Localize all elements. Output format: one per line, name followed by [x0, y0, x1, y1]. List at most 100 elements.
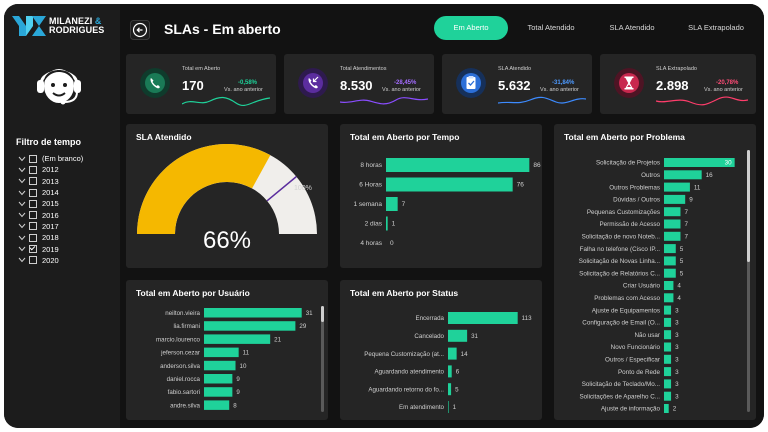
bar[interactable] — [204, 374, 233, 384]
chevron-down-icon[interactable] — [18, 222, 26, 230]
bar[interactable] — [386, 197, 398, 211]
category-label: Dúvidas / Outros — [613, 197, 660, 204]
status-panel: Total em Aberto por Status Encerrada 113 C… — [340, 280, 542, 420]
bar[interactable] — [664, 305, 672, 315]
filter-checkbox[interactable] — [29, 165, 37, 174]
category-label: Solicitação de Teclado/Mo... — [582, 381, 661, 388]
bar[interactable] — [204, 400, 230, 410]
bar[interactable] — [204, 321, 296, 331]
bar[interactable] — [664, 330, 672, 340]
bar[interactable] — [448, 329, 468, 342]
bar[interactable] — [664, 342, 672, 352]
back-arrow-icon[interactable] — [130, 20, 150, 40]
tab-em-aberto[interactable]: Em Aberto — [434, 16, 508, 40]
tab-sla-extrapolado[interactable]: SLA Extrapolado — [688, 23, 744, 32]
bar[interactable] — [664, 231, 681, 241]
bar[interactable] — [204, 334, 271, 344]
bar[interactable] — [386, 216, 388, 231]
tab-total-atendido[interactable]: Total Atendido — [527, 23, 575, 32]
chevron-down-icon[interactable] — [18, 211, 26, 219]
bar[interactable] — [664, 354, 672, 364]
bar[interactable] — [204, 387, 233, 397]
kpi-value: 8.530 — [340, 78, 373, 93]
filter-item-2018[interactable]: 2018 — [18, 232, 83, 243]
category-label: Outros Problemas — [609, 184, 660, 191]
bar[interactable] — [664, 194, 686, 204]
scrollbar-thumb[interactable] — [747, 150, 750, 262]
bar[interactable] — [448, 383, 452, 396]
category-label: Em atendimento — [399, 404, 445, 411]
bar[interactable] — [664, 317, 672, 327]
bar[interactable] — [664, 268, 676, 278]
chevron-down-icon[interactable] — [18, 245, 26, 253]
value-label: 14 — [461, 351, 468, 358]
bar[interactable] — [664, 182, 690, 192]
support-agent-avatar-icon — [37, 69, 81, 105]
filter-checkbox[interactable] — [29, 211, 37, 220]
filter-item-2019[interactable]: 2019 — [18, 243, 83, 254]
bar[interactable] — [664, 293, 674, 303]
kpi-vs: Vs. ano anterior — [382, 87, 421, 93]
bar[interactable] — [664, 219, 681, 229]
tab-sla-atendido[interactable]: SLA Atendido — [609, 23, 655, 32]
filter-checkbox[interactable] — [29, 177, 37, 186]
kpi-sparkline — [182, 96, 270, 107]
bar[interactable] — [664, 244, 676, 254]
chevron-down-icon[interactable] — [18, 177, 26, 185]
bar[interactable] — [664, 170, 702, 180]
value-label: 30 — [725, 160, 733, 167]
bar[interactable] — [664, 367, 672, 377]
bar[interactable] — [664, 404, 669, 413]
filter-checkbox[interactable] — [29, 199, 37, 208]
filter-item-2017[interactable]: 2017 — [18, 221, 83, 232]
chevron-down-icon[interactable] — [18, 234, 26, 242]
filter-checkbox[interactable] — [29, 222, 37, 231]
problema-scrollbar[interactable] — [747, 150, 750, 412]
chevron-down-icon[interactable] — [18, 189, 26, 197]
filter-item-2015[interactable]: 2015 — [18, 198, 83, 209]
filter-item-blank[interactable]: (Em branco) — [18, 153, 83, 164]
bar[interactable] — [448, 312, 518, 324]
filter-item-2013[interactable]: 2013 — [18, 176, 83, 187]
category-label: Ponto de Rede — [618, 369, 661, 376]
chevron-down-icon[interactable] — [18, 155, 26, 163]
bar[interactable] — [664, 256, 676, 266]
bar[interactable] — [664, 158, 735, 167]
filter-item-2012[interactable]: 2012 — [18, 164, 83, 175]
bar[interactable] — [664, 379, 672, 389]
value-label: 7 — [684, 209, 688, 216]
bar[interactable] — [664, 207, 681, 217]
usuario-scrollbar[interactable] — [321, 306, 324, 412]
bar[interactable] — [448, 347, 457, 360]
filter-item-2014[interactable]: 2014 — [18, 187, 83, 198]
bar[interactable] — [386, 158, 530, 172]
filter-checkbox[interactable] — [29, 233, 37, 242]
filter-checkbox[interactable] — [29, 154, 37, 163]
bar[interactable] — [448, 401, 449, 413]
bar[interactable] — [448, 365, 452, 378]
filter-checkbox[interactable] — [29, 188, 37, 197]
value-label: 9 — [236, 376, 240, 383]
category-label: anderson.silva — [160, 363, 200, 370]
usuario-bar-chart: neilton.vieira 31 lia.firmani 29 marcio.lour… — [156, 308, 313, 410]
category-label: 6 Horas — [359, 182, 383, 189]
category-label: 2 dias — [365, 221, 383, 228]
chevron-down-icon[interactable] — [18, 166, 26, 174]
bar[interactable] — [204, 308, 302, 318]
filter-item-2020[interactable]: 2020 — [18, 255, 83, 266]
kpi-card-sla-atendido: SLA Atendido 5.632 -31,84% Vs. ano anter… — [442, 54, 592, 114]
chevron-down-icon[interactable] — [18, 256, 26, 264]
bar[interactable] — [204, 360, 236, 371]
bar[interactable] — [664, 281, 674, 290]
chevron-down-icon[interactable] — [18, 200, 26, 208]
kpi-delta: -31,84% — [552, 80, 575, 86]
filter-item-2016[interactable]: 2016 — [18, 209, 83, 220]
kpi-label: Total em Aberto — [182, 66, 221, 72]
filter-checkbox-checked[interactable] — [29, 245, 37, 254]
value-label: 31 — [306, 310, 313, 317]
filter-checkbox[interactable] — [29, 256, 37, 265]
bar[interactable] — [664, 391, 672, 401]
bar[interactable] — [204, 347, 239, 358]
scrollbar-thumb[interactable] — [321, 306, 324, 322]
bar[interactable] — [386, 177, 513, 192]
